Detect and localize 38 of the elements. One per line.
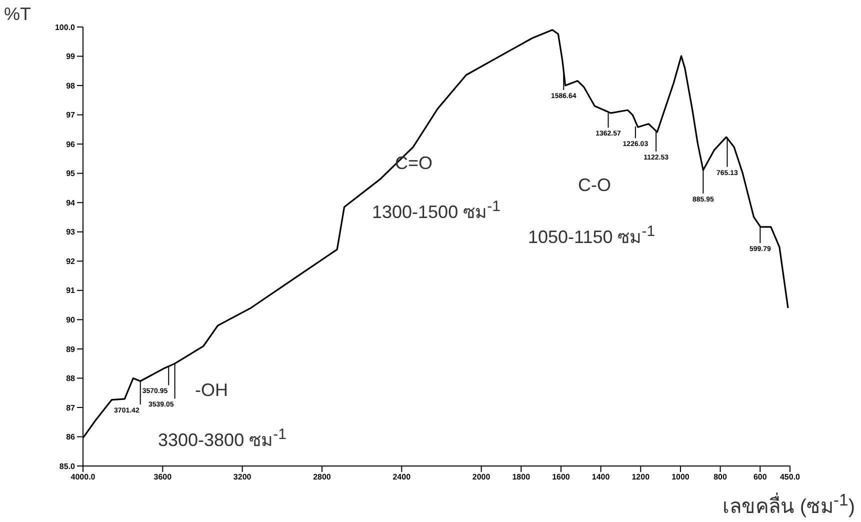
annotation: 3300-3800 ซม$^{-1}$	[158, 425, 286, 452]
annotation: 1300-1500 ซม$^{-1}$	[372, 197, 500, 224]
y-tick-label: 98	[66, 81, 76, 90]
annotation: 1050-1150 ซม$^{-1}$	[528, 222, 656, 249]
x-tick-label: 1800	[512, 472, 531, 482]
x-tick-label: 1000	[672, 472, 690, 482]
y-axis-title: %T	[4, 4, 31, 25]
x-tick-label: 800	[714, 472, 728, 482]
x-tick-label: 600	[753, 472, 768, 482]
annotation: -OH	[195, 380, 228, 401]
x-tick-label: 1400	[592, 472, 610, 482]
x-tick-label: 2000	[472, 472, 491, 482]
x-tick-label: 4000.0	[70, 472, 96, 482]
x-tick-label: 3600	[154, 472, 172, 482]
x-tick-label: 2400	[392, 472, 412, 482]
x-tick-label: 450.0	[780, 472, 801, 482]
x-axis-title: เลขคลื่น (ซม$^{-1}$)	[722, 490, 855, 520]
y-tick-label: 85.0	[59, 462, 76, 471]
y-tick-label: 96	[66, 140, 76, 149]
y-tick-label: 88	[66, 374, 76, 384]
y-tick-label: 86	[66, 432, 76, 442]
annotation: C=O	[395, 153, 433, 174]
y-tick-label: 91	[66, 286, 76, 296]
x-tick-label: 3200	[233, 472, 252, 482]
y-tick-label: 93	[66, 228, 76, 237]
y-tick-label: 99	[66, 52, 76, 62]
y-tick-label: 100.0	[54, 22, 76, 32]
annotation: C-O	[578, 175, 611, 196]
y-tick-label: 89	[66, 344, 76, 354]
y-tick-label: 90	[66, 316, 76, 325]
y-tick-label: 92	[66, 256, 76, 266]
y-tick-label: 87	[66, 403, 76, 412]
y-tick-label: 97	[66, 110, 76, 120]
y-tick-label: 95	[66, 169, 76, 178]
x-tick-label: 2800	[313, 472, 332, 482]
y-tick-label: 94	[66, 198, 76, 208]
x-tick-label: 1200	[632, 472, 650, 482]
x-tick-label: 1600	[552, 472, 570, 482]
